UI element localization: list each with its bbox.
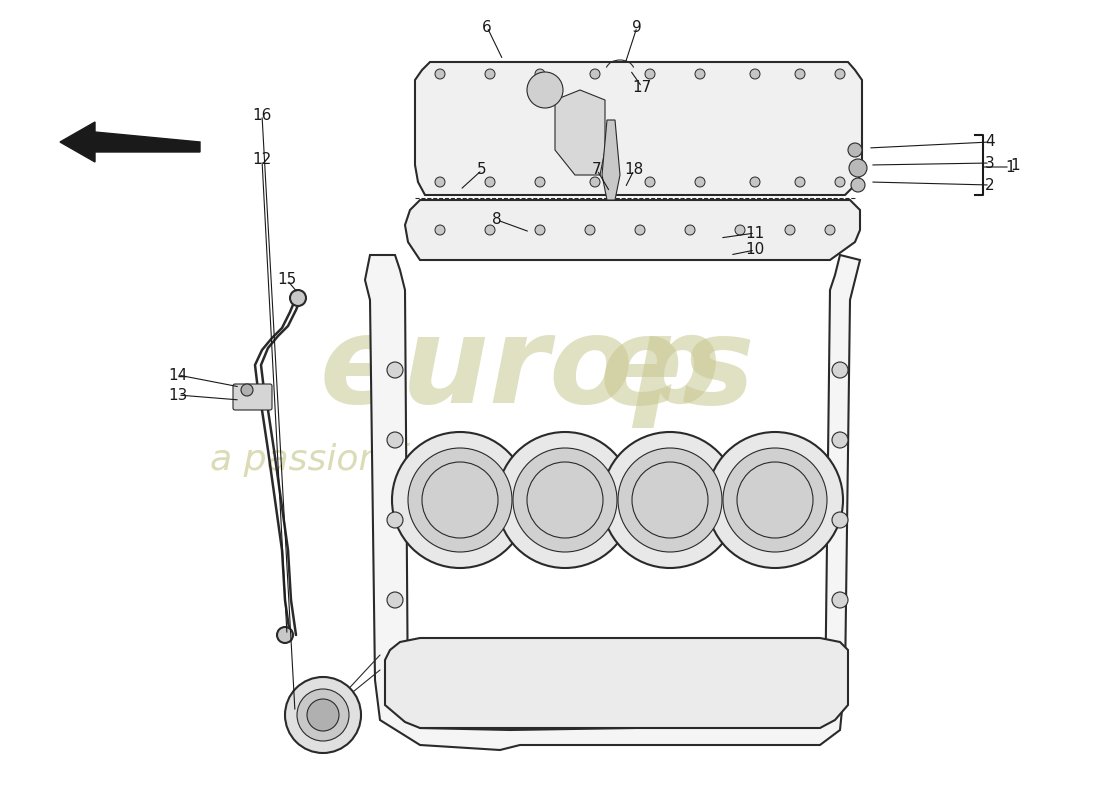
- Circle shape: [387, 512, 403, 528]
- Circle shape: [849, 159, 867, 177]
- Circle shape: [513, 448, 617, 552]
- Polygon shape: [365, 255, 860, 750]
- Text: 3: 3: [986, 155, 994, 170]
- Circle shape: [795, 69, 805, 79]
- Circle shape: [851, 178, 865, 192]
- Circle shape: [241, 384, 253, 396]
- Circle shape: [723, 448, 827, 552]
- Text: 16: 16: [252, 107, 272, 122]
- Circle shape: [832, 362, 848, 378]
- Circle shape: [685, 225, 695, 235]
- Circle shape: [832, 592, 848, 608]
- Circle shape: [392, 432, 528, 568]
- Circle shape: [527, 72, 563, 108]
- Text: 18: 18: [625, 162, 644, 178]
- Circle shape: [795, 177, 805, 187]
- Circle shape: [485, 225, 495, 235]
- Text: europ: europ: [320, 311, 722, 429]
- Circle shape: [645, 177, 654, 187]
- Circle shape: [297, 689, 349, 741]
- Text: 13: 13: [168, 387, 188, 402]
- Circle shape: [590, 69, 600, 79]
- Text: 17: 17: [632, 79, 651, 94]
- FancyBboxPatch shape: [233, 384, 272, 410]
- Circle shape: [387, 362, 403, 378]
- Circle shape: [645, 69, 654, 79]
- Circle shape: [485, 69, 495, 79]
- Text: 11: 11: [746, 226, 764, 241]
- Circle shape: [635, 225, 645, 235]
- Circle shape: [835, 69, 845, 79]
- Circle shape: [832, 512, 848, 528]
- Text: 8: 8: [492, 213, 502, 227]
- Text: 2: 2: [986, 178, 994, 193]
- Circle shape: [585, 225, 595, 235]
- Polygon shape: [556, 90, 605, 175]
- Circle shape: [434, 177, 446, 187]
- Circle shape: [434, 225, 446, 235]
- Text: 15: 15: [277, 273, 297, 287]
- Text: parts since 1985: parts since 1985: [420, 498, 722, 532]
- Circle shape: [835, 177, 845, 187]
- Circle shape: [602, 432, 738, 568]
- Polygon shape: [602, 120, 620, 200]
- Circle shape: [707, 432, 843, 568]
- Circle shape: [848, 143, 862, 157]
- Circle shape: [750, 69, 760, 79]
- Circle shape: [387, 592, 403, 608]
- Circle shape: [387, 432, 403, 448]
- Text: 12: 12: [252, 153, 272, 167]
- Circle shape: [434, 69, 446, 79]
- Text: a passion for: a passion for: [210, 443, 442, 477]
- Circle shape: [277, 627, 293, 643]
- Polygon shape: [60, 122, 95, 162]
- Circle shape: [785, 225, 795, 235]
- Circle shape: [750, 177, 760, 187]
- Text: 1: 1: [1010, 158, 1020, 173]
- Circle shape: [535, 177, 544, 187]
- Text: es: es: [600, 311, 756, 429]
- Circle shape: [590, 177, 600, 187]
- Circle shape: [535, 69, 544, 79]
- Circle shape: [485, 177, 495, 187]
- Text: 1: 1: [1005, 159, 1015, 174]
- Circle shape: [695, 69, 705, 79]
- Text: 10: 10: [746, 242, 764, 258]
- Circle shape: [535, 225, 544, 235]
- Polygon shape: [385, 638, 848, 728]
- Circle shape: [618, 448, 722, 552]
- Text: 6: 6: [482, 19, 492, 34]
- Text: 5: 5: [477, 162, 487, 178]
- Polygon shape: [415, 62, 862, 195]
- Text: 9: 9: [632, 19, 642, 34]
- Circle shape: [290, 290, 306, 306]
- Circle shape: [832, 432, 848, 448]
- Circle shape: [408, 448, 512, 552]
- Circle shape: [695, 177, 705, 187]
- Polygon shape: [95, 132, 200, 152]
- Circle shape: [285, 677, 361, 753]
- Circle shape: [497, 432, 632, 568]
- Circle shape: [735, 225, 745, 235]
- Text: 7: 7: [592, 162, 602, 178]
- Text: 4: 4: [986, 134, 994, 150]
- Polygon shape: [405, 200, 860, 260]
- Text: 14: 14: [168, 367, 188, 382]
- Circle shape: [825, 225, 835, 235]
- Circle shape: [307, 699, 339, 731]
